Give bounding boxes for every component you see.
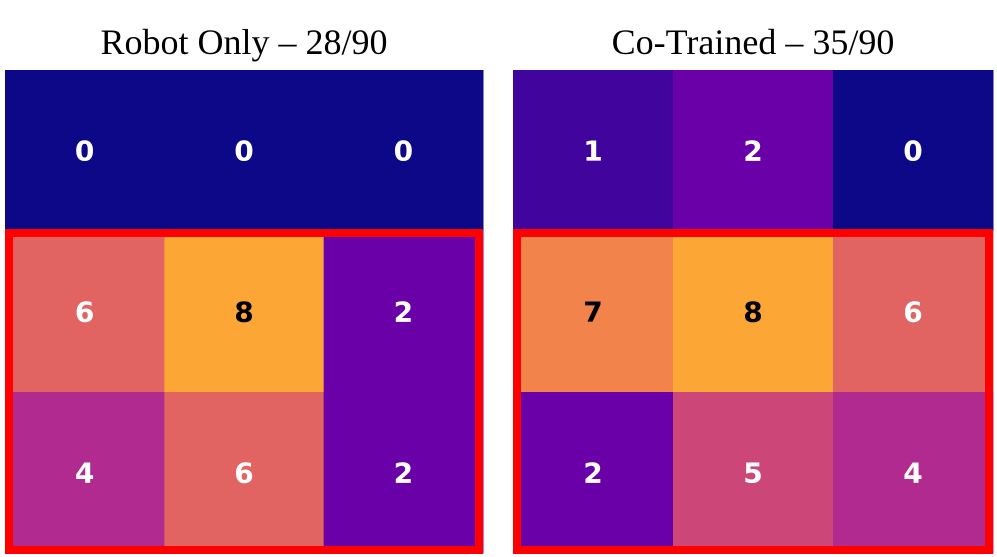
heatmap-cell: [5, 70, 165, 232]
cell-label: 5: [743, 457, 762, 490]
cell-label: 7: [583, 296, 602, 329]
cell-label: 6: [75, 296, 94, 329]
heatmap-cell: [833, 392, 994, 554]
cell-label: 6: [234, 457, 253, 490]
cell-label: 4: [903, 457, 922, 490]
cell-label: 0: [394, 135, 413, 168]
heatmap-cell: [164, 70, 325, 232]
heatmap-cell: [673, 70, 834, 232]
heatmap-cell: [5, 231, 165, 393]
heatmap-cell: [513, 70, 674, 232]
heatmap-cell: [673, 231, 834, 393]
cell-label: 2: [743, 135, 762, 168]
heatmap-cell: [513, 231, 674, 393]
cell-label: 0: [234, 135, 253, 168]
heatmap-cell: [5, 392, 165, 554]
cell-label: 1: [583, 135, 602, 168]
cell-label: 6: [903, 296, 922, 329]
heatmap-cell: [323, 70, 484, 232]
cell-label: 8: [743, 296, 762, 329]
heatmap-cell: [833, 231, 994, 393]
heatmap-cell: [673, 392, 834, 554]
highlight-box: [513, 229, 993, 554]
cell-label: 2: [394, 457, 413, 490]
highlight-box: [5, 229, 483, 554]
heatmap-cell: [323, 392, 484, 554]
cell-label: 0: [903, 135, 922, 168]
cell-label: 0: [75, 135, 94, 168]
heatmap-cell: [164, 231, 325, 393]
panel-title: Co-Trained – 35/90: [612, 22, 895, 62]
cell-label: 2: [394, 296, 413, 329]
heatmap-cell: [833, 70, 994, 232]
cell-label: 8: [234, 296, 253, 329]
cell-label: 4: [75, 457, 94, 490]
cell-label: 2: [583, 457, 602, 490]
panel-title: Robot Only – 28/90: [100, 22, 387, 62]
heatmap-cell: [323, 231, 484, 393]
heatmap-cell: [513, 392, 674, 554]
heatmap-cell: [164, 392, 325, 554]
